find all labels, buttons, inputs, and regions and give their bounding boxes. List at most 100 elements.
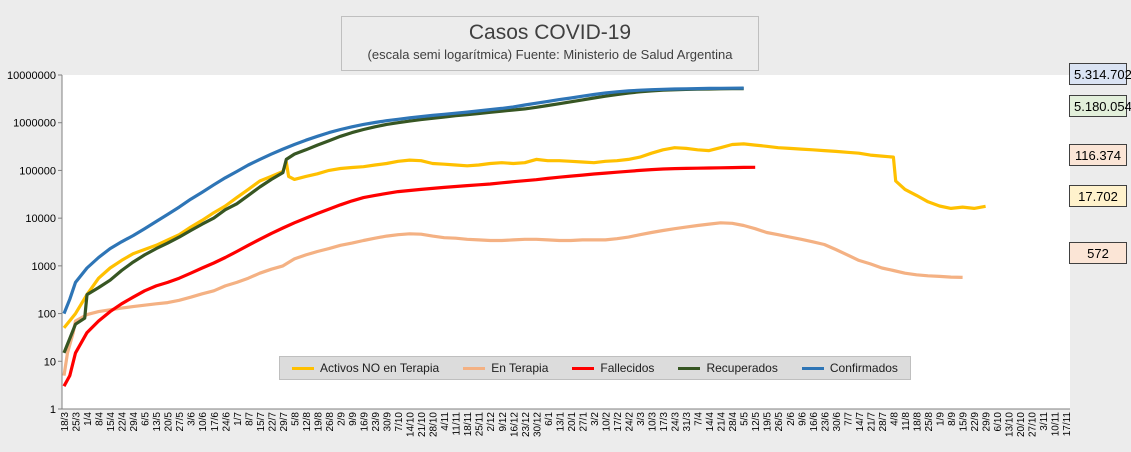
legend-label: Activos NO en Terapia — [320, 361, 440, 375]
x-tick-label: 1/7 — [233, 412, 244, 426]
x-tick-label: 3/11 — [1039, 412, 1050, 431]
x-tick-label: 13/5 — [152, 412, 163, 432]
x-tick-label: 30/9 — [383, 412, 394, 432]
x-tick-label: 30/6 — [832, 412, 843, 432]
x-tick-label: 10/11 — [1051, 412, 1062, 437]
x-tick-label: 24/3 — [671, 412, 682, 432]
x-tick-label: 11/11 — [452, 412, 463, 436]
x-tick-label: 8/4 — [95, 412, 106, 426]
x-tick-label: 1/9 — [936, 412, 947, 426]
x-tick-label: 8/9 — [947, 412, 958, 426]
legend-item-activos: Activos NO en Terapia — [292, 361, 439, 375]
x-tick-label: 8/7 — [244, 412, 255, 426]
x-tick-label: 18/3 — [60, 412, 71, 432]
x-tick-label: 16/6 — [809, 412, 820, 432]
end-label-fallecidos: 116.374 — [1069, 144, 1127, 166]
x-tick-label: 16/9 — [360, 412, 371, 432]
x-tick-label: 26/8 — [325, 412, 336, 432]
x-tick-label: 14/7 — [855, 412, 866, 432]
y-tick-label: 100000 — [19, 165, 56, 177]
end-label-recuperados: 5.180.054 — [1069, 95, 1131, 117]
x-tick-label: 7/7 — [843, 412, 854, 426]
x-tick-label: 25/8 — [924, 412, 935, 432]
chart-title-box: Casos COVID-19 (escala semi logarítmica)… — [341, 16, 759, 71]
end-label-en-terapia: 572 — [1069, 242, 1127, 264]
y-tick-label: 1000000 — [13, 118, 56, 130]
legend: Activos NO en Terapia En Terapia Falleci… — [279, 356, 911, 380]
x-tick-label: 16/12 — [509, 412, 520, 437]
x-tick-label: 23/9 — [371, 412, 382, 432]
x-tick-label: 10/2 — [601, 412, 612, 432]
x-tick-label: 17/11 — [1062, 412, 1073, 437]
x-tick-label: 21/4 — [717, 412, 728, 432]
y-tick-label: 10000000 — [7, 70, 56, 82]
x-tick-label: 28/7 — [878, 412, 889, 432]
x-tick-label: 17/3 — [659, 412, 670, 432]
legend-swatch — [801, 366, 824, 370]
x-tick-label: 18/8 — [912, 412, 923, 432]
legend-item-confirmados: Confirmados — [801, 361, 898, 375]
x-tick-label: 11/8 — [901, 412, 912, 431]
x-tick-label: 27/5 — [175, 412, 186, 432]
x-tick-label: 3/2 — [590, 412, 601, 426]
x-tick-label: 6/1 — [544, 412, 555, 426]
series-line-en-terapia — [62, 221, 963, 376]
legend-swatch — [572, 366, 595, 370]
x-tick-label: 23/6 — [820, 412, 831, 432]
x-axis: 18/3 25/3 1/4 8/4 15/4 22/4 29/4 6/5 13/5 20/5 27/… — [60, 412, 1073, 437]
x-tick-label: 2/12 — [486, 412, 497, 432]
x-tick-label: 12/5 — [751, 412, 762, 432]
x-tick-label: 14/10 — [406, 412, 417, 437]
x-tick-label: 19/8 — [313, 412, 324, 432]
end-label-confirmados: 5.314.702 — [1069, 63, 1131, 85]
x-tick-label: 3/3 — [636, 412, 647, 426]
legend-label: En Terapia — [491, 361, 549, 375]
x-tick-label: 27/1 — [578, 412, 589, 432]
x-tick-label: 12/8 — [302, 412, 313, 432]
legend-label: Confirmados — [829, 361, 898, 375]
chart-title: Casos COVID-19 — [468, 21, 632, 44]
x-tick-label: 3/6 — [187, 412, 198, 426]
x-tick-label: 23/12 — [521, 412, 532, 437]
series-line-recuperados — [62, 87, 744, 354]
x-tick-label: 7/10 — [394, 412, 405, 432]
x-tick-label: 6/5 — [141, 412, 152, 426]
x-tick-label: 5/5 — [740, 412, 751, 426]
x-tick-label: 4/11 — [440, 412, 451, 431]
x-tick-label: 5/8 — [290, 412, 301, 426]
x-tick-label: 22/9 — [970, 412, 981, 432]
x-tick-label: 4/8 — [889, 412, 900, 426]
legend-item-fallecidos: Fallecidos — [572, 361, 654, 375]
legend-swatch — [463, 366, 486, 370]
x-tick-label: 7/4 — [694, 412, 705, 426]
x-tick-label: 25/3 — [72, 412, 83, 432]
x-tick-label: 9/6 — [797, 412, 808, 426]
x-tick-label: 19/5 — [763, 412, 774, 432]
end-label-activos: 17.702 — [1069, 185, 1127, 207]
legend-item-recuperados: Recuperados — [678, 361, 778, 375]
x-tick-label: 25/11 — [475, 412, 486, 437]
x-tick-label: 21/7 — [866, 412, 877, 432]
y-tick-label: 1000 — [32, 261, 56, 273]
x-tick-label: 18/11 — [463, 412, 474, 437]
x-tick-label: 15/4 — [106, 412, 117, 432]
x-tick-label: 20/10 — [1016, 412, 1027, 437]
x-tick-label: 6/10 — [993, 412, 1004, 432]
y-tick-label: 10000 — [25, 213, 56, 225]
x-tick-label: 17/6 — [210, 412, 221, 432]
series-line-confirmados — [62, 86, 744, 315]
x-tick-label: 2/6 — [786, 412, 797, 426]
x-tick-label: 28/10 — [429, 412, 440, 437]
x-tick-label: 17/2 — [613, 412, 624, 432]
x-tick-label: 30/12 — [532, 412, 543, 437]
x-tick-label: 1/4 — [83, 412, 94, 426]
x-tick-label: 14/4 — [705, 412, 716, 432]
x-tick-label: 27/10 — [1028, 412, 1039, 437]
y-axis: 1 10 100 1000 10000 100000 1000000 10000000 — [7, 70, 62, 416]
y-tick-label: 100 — [38, 309, 56, 321]
x-tick-label: 9/12 — [498, 412, 509, 432]
legend-label: Fallecidos — [600, 361, 655, 375]
legend-label: Recuperados — [706, 361, 778, 375]
x-tick-label: 21/10 — [417, 412, 428, 437]
y-tick-label: 10 — [44, 356, 56, 368]
